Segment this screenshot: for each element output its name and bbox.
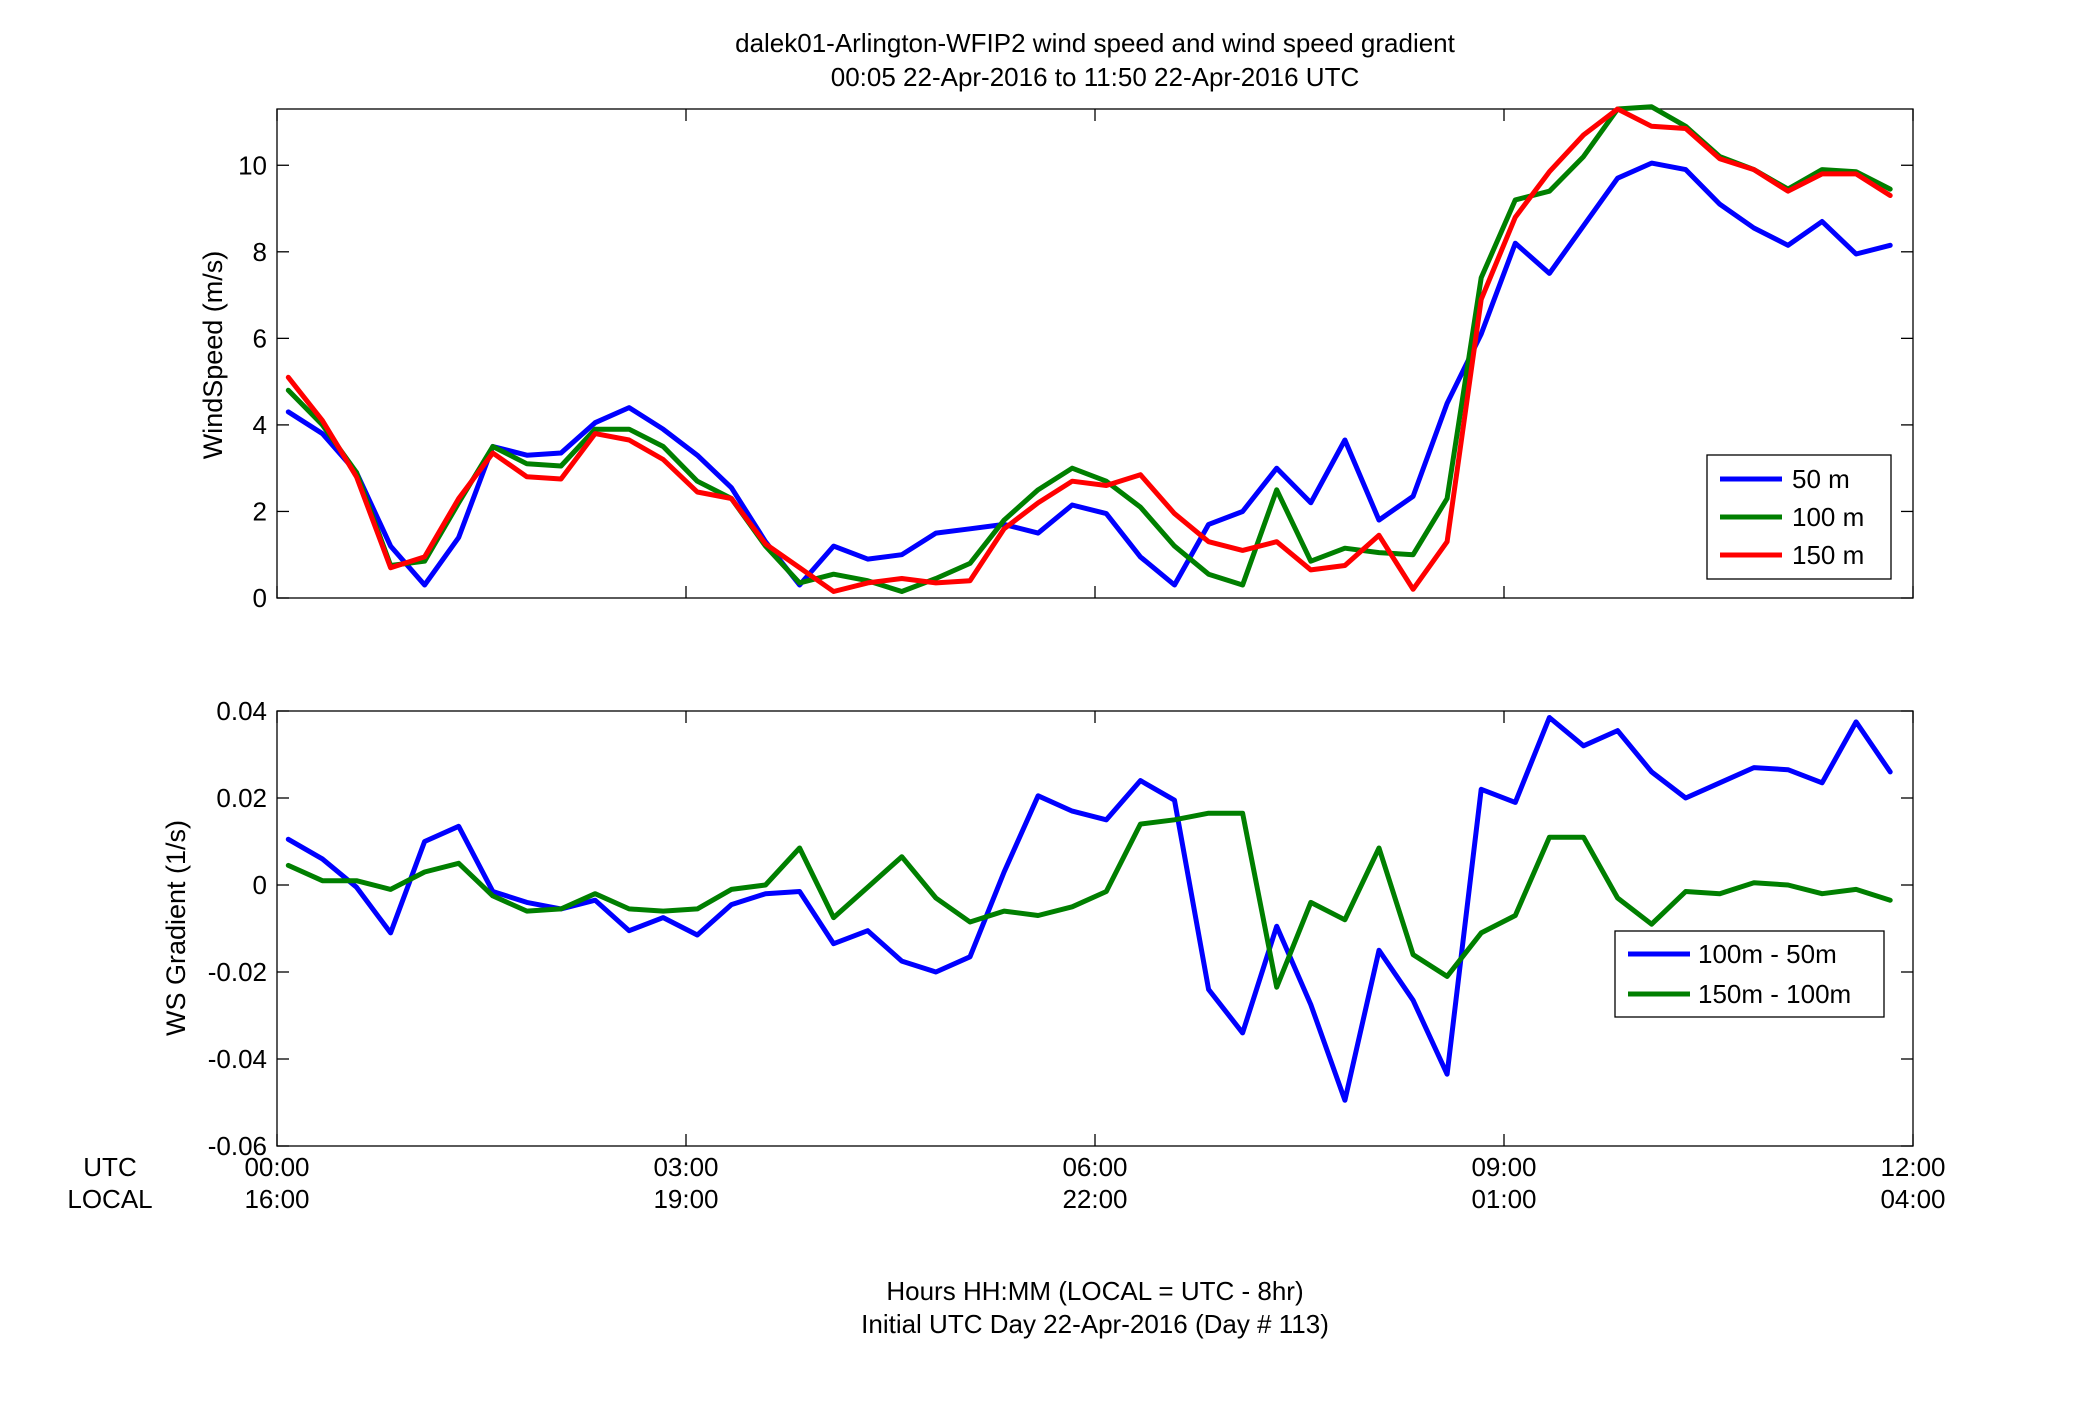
gradient-ytick-label: -0.06 — [208, 1131, 267, 1161]
xlabel-line2: Initial UTC Day 22-Apr-2016 (Day # 113) — [861, 1309, 1329, 1339]
windspeed-ytick-label: 4 — [253, 410, 267, 440]
gradient-legend: 100m - 50m 150m - 100m — [1614, 930, 1885, 1018]
legend-label-150m-100m: 150m - 100m — [1698, 979, 1851, 1009]
gradient-ytick-label: -0.02 — [208, 957, 267, 987]
windspeed-series-100-m — [285, 104, 1893, 594]
utc-tick-label: 09:00 — [1471, 1152, 1536, 1182]
legend-label-100m-50m: 100m - 50m — [1698, 939, 1837, 969]
local-tick-label: 19:00 — [653, 1184, 718, 1214]
windspeed-ytick-label: 2 — [253, 496, 267, 526]
gradient-series-150m-100m — [285, 810, 1893, 990]
windspeed-ylabel: WindSpeed (m/s) — [198, 251, 228, 460]
gradient-ytick-label: 0 — [253, 870, 267, 900]
local-tick-label: 16:00 — [244, 1184, 309, 1214]
chart-title: dalek01-Arlington-WFIP2 wind speed and w… — [735, 28, 1456, 58]
windspeed-series-150-m — [285, 106, 1893, 594]
local-row-label: LOCAL — [67, 1184, 152, 1214]
windspeed-ytick-label: 0 — [253, 583, 267, 613]
gradient-ylabel: WS Gradient (1/s) — [161, 820, 191, 1036]
legend-label-50m: 50 m — [1792, 464, 1850, 494]
local-tick-label: 04:00 — [1880, 1184, 1945, 1214]
chart-subtitle: 00:05 22-Apr-2016 to 11:50 22-Apr-2016 U… — [831, 62, 1360, 92]
gradient-series-group — [285, 715, 1893, 1103]
utc-tick-label: 00:00 — [244, 1152, 309, 1182]
utc-row-label: UTC — [83, 1152, 136, 1182]
local-tick-label: 01:00 — [1471, 1184, 1536, 1214]
xlabel-line1: Hours HH:MM (LOCAL = UTC - 8hr) — [886, 1276, 1303, 1306]
legend-label-150m: 150 m — [1792, 540, 1864, 570]
legend-label-100m: 100 m — [1792, 502, 1864, 532]
gradient-axis-ticks: -0.06 -0.04 -0.02 0 0.02 0.04 — [208, 696, 1914, 1161]
local-tick-label: 22:00 — [1062, 1184, 1127, 1214]
utc-tick-label: 06:00 — [1062, 1152, 1127, 1182]
windspeed-ytick-label: 6 — [253, 323, 267, 353]
gradient-ytick-label: 0.02 — [216, 783, 267, 813]
windspeed-series-group — [285, 104, 1893, 594]
gradient-ytick-label: -0.04 — [208, 1044, 267, 1074]
windspeed-axis-ticks: 0 2 4 6 8 10 — [238, 109, 1914, 613]
gradient-legend-box — [1614, 930, 1885, 1018]
windspeed-ytick-label: 10 — [238, 150, 267, 180]
gradient-ytick-label: 0.04 — [216, 696, 267, 726]
utc-tick-label: 12:00 — [1880, 1152, 1945, 1182]
utc-tick-label: 03:00 — [653, 1152, 718, 1182]
windspeed-panel: 0 2 4 6 8 10 WindSpeed (m/s) 50 m 100 m 150 m — [198, 104, 1914, 613]
windspeed-legend: 50 m 100 m 150 m — [1706, 454, 1892, 580]
windspeed-plot-frame — [276, 108, 1914, 599]
windspeed-ytick-label: 8 — [253, 237, 267, 267]
gradient-plot-frame — [276, 710, 1914, 1147]
windspeed-series-50-m — [285, 160, 1893, 588]
gradient-panel: -0.06 -0.04 -0.02 0 0.02 0.04 WS Gradient (1/… — [161, 696, 1914, 1161]
